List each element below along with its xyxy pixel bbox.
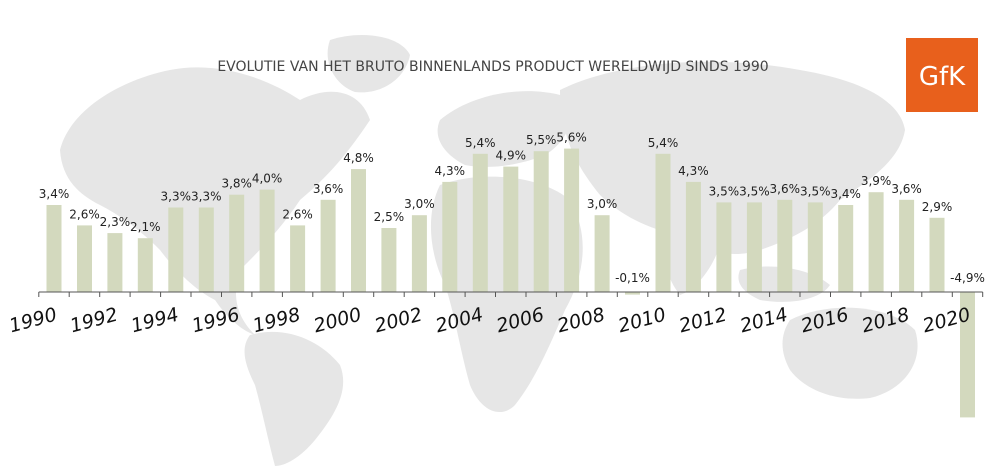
bar-1992: [107, 233, 123, 292]
bar-2004: [472, 153, 488, 292]
tick-label-2010: 2010: [616, 304, 668, 338]
value-label-1999: 3,6%: [313, 182, 344, 196]
value-label-2019: 2,9%: [922, 200, 953, 214]
bar-2006: [533, 151, 549, 292]
bar-2003: [442, 181, 458, 292]
value-label-2020: -4,9%: [950, 271, 985, 285]
value-label-2011: 4,3%: [678, 164, 709, 178]
value-labels: 3,4%2,6%2,3% 2,1%3,3% 3,3%3,8% 4,0%2,6%3,6%…: [39, 131, 985, 285]
chart-title: EVOLUTIE VAN HET BRUTO BINNENLANDS PRODU…: [217, 59, 768, 75]
value-label-1996: 3,8%: [221, 177, 252, 191]
tick-label-2012: 2012: [677, 304, 729, 338]
map-greenland: [327, 35, 410, 93]
bar-2002: [411, 215, 427, 292]
bar-2017: [868, 192, 884, 292]
value-label-2016: 3,4%: [830, 187, 861, 201]
map-north-america: [60, 67, 370, 335]
bar-2001: [381, 228, 397, 292]
gfk-logo-background: [906, 38, 978, 112]
bar-2016: [838, 205, 854, 292]
value-label-2012: 3,5%: [709, 184, 740, 198]
bar-1997: [259, 189, 275, 292]
map-europe: [437, 91, 571, 167]
value-label-2001: 2,5%: [374, 210, 405, 224]
value-label-2013: 3,5%: [739, 184, 770, 198]
value-label-2005: 4,9%: [496, 149, 527, 163]
tick-label-2014: 2014: [738, 304, 790, 338]
bar-2000: [351, 169, 366, 292]
value-label-2002: 3,0%: [404, 197, 435, 211]
map-australia: [782, 307, 918, 399]
tick-label-1992: 1992: [68, 304, 120, 338]
tick-label-1996: 1996: [190, 304, 242, 338]
tick-label-1994: 1994: [129, 304, 181, 338]
value-label-2004: 5,4%: [465, 136, 496, 150]
bar-1991: [77, 225, 92, 292]
value-label-1993: 2,1%: [130, 220, 161, 234]
gfk-logo-text: GfK: [919, 62, 966, 92]
bar-2009: [625, 292, 640, 295]
value-label-2007: 5,6%: [556, 131, 587, 145]
bar-1993: [137, 238, 153, 292]
bar-2019: [929, 217, 945, 292]
tick-label-2002: 2002: [372, 304, 424, 338]
bar-1990: [46, 205, 62, 292]
value-label-2008: 3,0%: [587, 197, 618, 211]
value-label-1997: 4,0%: [252, 172, 283, 186]
value-label-2010: 5,4%: [648, 136, 679, 150]
bar-1994: [168, 207, 184, 292]
bar-2015: [807, 202, 823, 292]
tick-label-1990: 1990: [7, 304, 59, 338]
bar-2018: [899, 199, 915, 292]
value-label-1990: 3,4%: [39, 187, 70, 201]
bar-1996: [229, 194, 245, 292]
value-label-2014: 3,6%: [770, 182, 801, 196]
bar-1995: [198, 207, 214, 292]
bar-2010: [655, 153, 671, 292]
bar-2005: [503, 166, 519, 292]
map-south-america: [244, 331, 344, 466]
tick-label-2000: 2000: [311, 304, 363, 338]
value-label-2009: -0,1%: [615, 271, 650, 285]
bar-1998: [290, 225, 306, 292]
value-label-2018: 3,6%: [891, 182, 922, 196]
value-label-1995: 3,3%: [191, 190, 222, 204]
bar-2012: [716, 202, 732, 292]
value-label-2017: 3,9%: [861, 174, 892, 188]
map-asia: [560, 61, 905, 255]
bar-1999: [320, 199, 336, 292]
value-label-2003: 4,3%: [435, 164, 466, 178]
value-label-1991: 2,6%: [69, 207, 100, 221]
value-label-2000: 4,8%: [343, 151, 374, 165]
bar-2020: [960, 292, 975, 418]
bar-2008: [594, 215, 610, 292]
x-axis-ticks: [38, 292, 984, 297]
value-label-2006: 5,5%: [526, 133, 557, 147]
bar-2007: [564, 148, 580, 292]
value-label-1994: 3,3%: [161, 190, 192, 204]
bars: [46, 148, 975, 418]
bar-2014: [777, 199, 793, 292]
bar-2013: [746, 202, 762, 292]
bar-2011: [685, 181, 701, 292]
value-label-1992: 2,3%: [100, 215, 131, 229]
value-label-1998: 2,6%: [282, 207, 313, 221]
gfk-logo: GfK: [906, 38, 978, 112]
value-label-2015: 3,5%: [800, 184, 831, 198]
x-axis-tick-labels: 1990 1992 1994 1996 1998 2000 2002 2004 2006 2008…: [7, 304, 973, 338]
